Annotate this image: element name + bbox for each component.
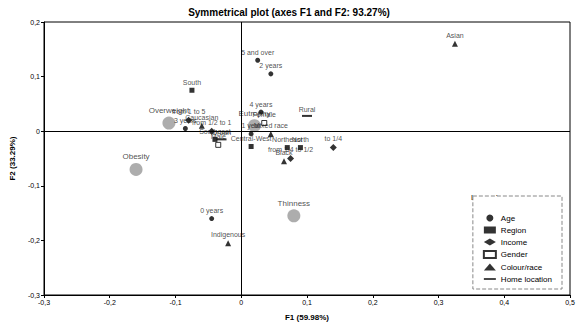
svg-text:-0,2: -0,2 [104,299,116,306]
svg-text:Mixed race: Mixed race [254,122,288,129]
svg-text:-0,1: -0,1 [28,182,40,189]
svg-text:0,4: 0,4 [499,299,509,306]
svg-text:to 1/4: to 1/4 [325,135,343,142]
svg-text:Female: Female [253,111,276,118]
svg-text:South: South [183,79,201,86]
svg-text:Home location: Home location [501,275,552,284]
svg-text:from 1/2 to 1: from 1/2 to 1 [192,118,232,126]
svg-text:Thinness: Thinness [278,199,310,208]
svg-text:Asian: Asian [446,32,464,39]
svg-text:Gender: Gender [501,250,528,259]
svg-text:4 years: 4 years [249,101,272,109]
svg-text:0,2: 0,2 [368,299,378,306]
svg-text:from 1 to 5: from 1 to 5 [171,107,206,115]
svg-text:Overweight: Overweight [148,106,190,115]
svg-text:5 and over: 5 and over [241,49,275,56]
svg-text:-0,3: -0,3 [38,299,50,306]
svg-text:Rural: Rural [299,106,316,113]
svg-text:0,1: 0,1 [302,299,312,306]
svg-text:Colour/race: Colour/race [501,263,543,272]
svg-text:Age: Age [501,214,516,223]
svg-text:0: 0 [239,299,243,306]
svg-text:2 years: 2 years [259,62,282,70]
svg-text:Indigenous: Indigenous [211,231,246,239]
svg-text:Urban: Urban [212,129,231,136]
svg-text:Symmetrical plot (axes F1 and: Symmetrical plot (axes F1 and F2: 93.27%… [188,7,390,18]
svg-text:0,5: 0,5 [565,299,575,306]
svg-text:-0,3: -0,3 [28,292,40,299]
svg-text:Northeast: Northeast [272,136,302,143]
svg-text:F2 (33.29%): F2 (33.29%) [8,136,17,180]
svg-text:0,2: 0,2 [30,19,40,26]
svg-text:-0,2: -0,2 [28,237,40,244]
svg-text:1 year: 1 year [241,122,261,130]
svg-text:0,3: 0,3 [434,299,444,306]
svg-text:0 years: 0 years [200,207,223,215]
svg-text:-0,1: -0,1 [169,299,181,306]
svg-text:0,1: 0,1 [30,73,40,80]
svg-text:Region: Region [501,226,526,235]
svg-text:Central-West: Central-West [231,135,272,142]
svg-text:0: 0 [36,128,40,135]
svg-text:Obesity: Obesity [122,152,149,161]
svg-text:Black: Black [275,149,293,156]
svg-text:Income: Income [501,238,528,247]
svg-text:Caucasian: Caucasian [185,114,218,121]
svg-text:F1 (59.98%): F1 (59.98%) [285,313,329,322]
